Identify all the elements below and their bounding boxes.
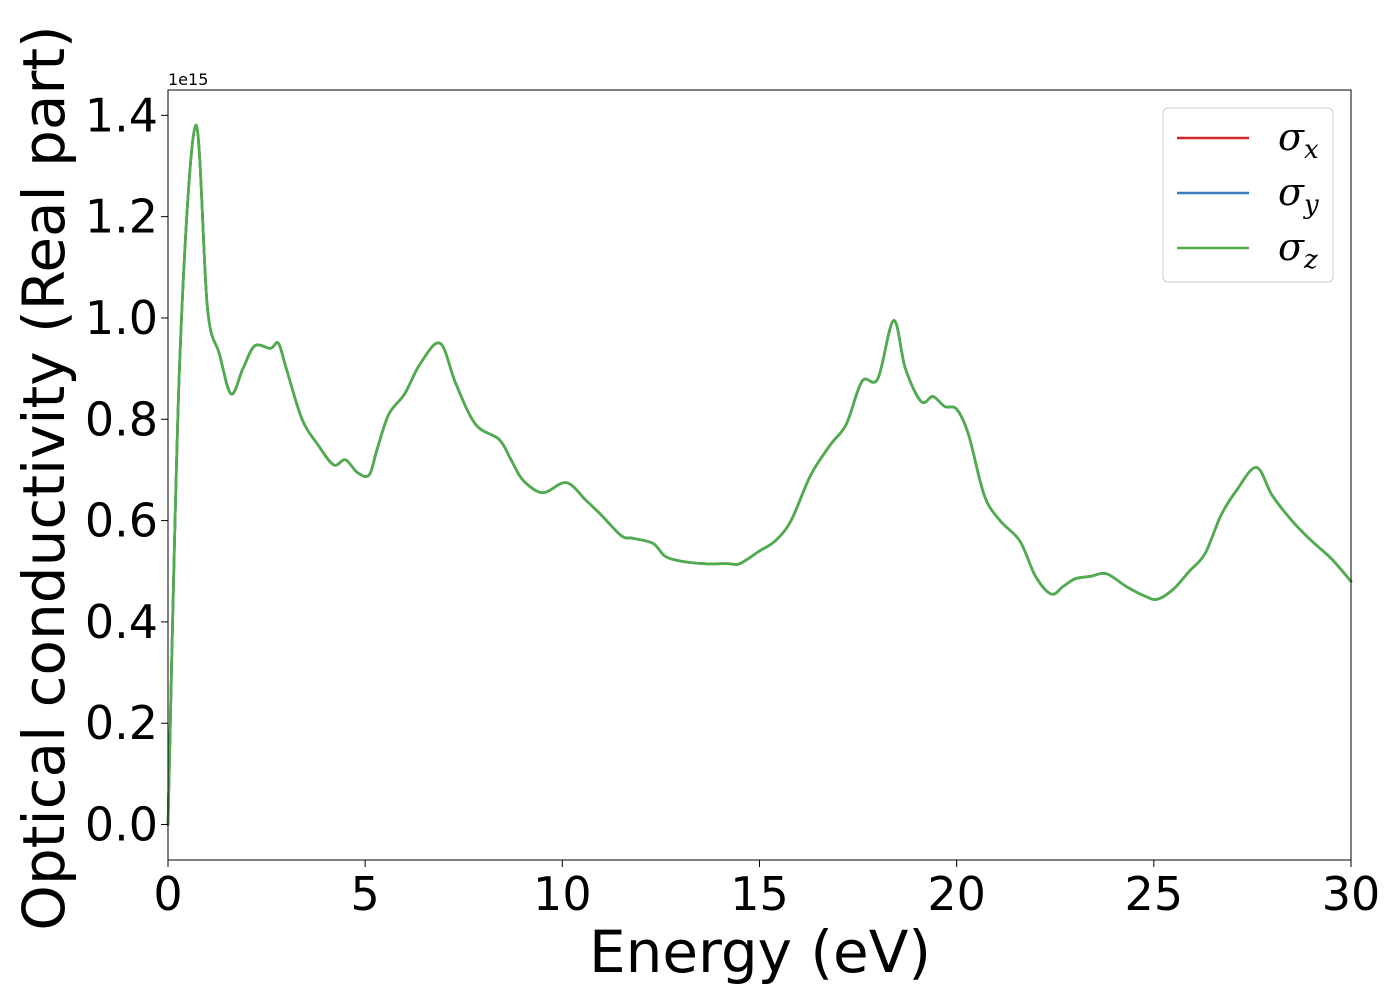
x-tick-label: 10	[533, 867, 592, 921]
x-axis-ticks: 0 5 10 15 20 25 30	[153, 860, 1380, 921]
y-tick-label: 1.0	[85, 291, 158, 345]
y-tick-label: 1.2	[85, 190, 158, 244]
y-tick-label: 0.0	[85, 798, 158, 852]
x-tick-label: 25	[1125, 867, 1184, 921]
legend-box	[1162, 107, 1334, 283]
y-tick-label: 0.6	[85, 494, 158, 548]
x-tick-label: 0	[153, 867, 182, 921]
series-line-z	[166, 124, 1353, 826]
y-axis-title: Optical conductivity (Real part)	[10, 25, 78, 930]
y-tick-label: 0.2	[85, 696, 158, 750]
series-layer	[166, 124, 1353, 826]
x-tick-label: 20	[927, 867, 986, 921]
x-axis-title: Energy (eV)	[589, 918, 931, 986]
x-tick-label: 5	[351, 867, 380, 921]
y-tick-label: 1.4	[85, 88, 158, 142]
x-tick-label: 15	[730, 867, 789, 921]
y-tick-label: 0.4	[85, 595, 158, 649]
y-tick-label: 0.8	[85, 392, 158, 446]
y-offset-label: 1e15	[168, 70, 208, 89]
y-axis-ticks: 0.0 0.2 0.4 0.6 0.8 1.0 1.2 1.4	[85, 88, 168, 852]
x-tick-label: 30	[1322, 867, 1381, 921]
